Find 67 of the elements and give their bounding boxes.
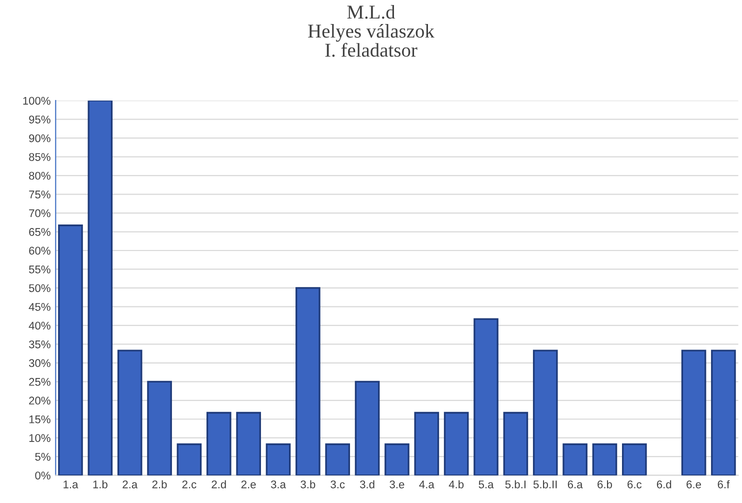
y-tick-label: 20%	[29, 396, 50, 405]
x-tick-label: 3.e	[390, 480, 404, 488]
x-tick-label: 4.b	[448, 480, 464, 488]
bar	[592, 443, 618, 476]
y-tick-label: 65%	[29, 228, 50, 236]
x-tick-label: 2.b	[152, 480, 167, 488]
bar	[444, 412, 469, 476]
bar	[681, 350, 706, 476]
x-tick-label: 6.f	[718, 480, 730, 488]
x-tick-label: 3.a	[270, 480, 286, 488]
y-tick-label: 55%	[28, 266, 50, 274]
bar	[147, 380, 172, 476]
bar	[711, 350, 736, 476]
y-tick-label: 60%	[29, 246, 50, 255]
x-tick-label: 5.a	[478, 480, 494, 488]
bar	[474, 318, 498, 476]
x-tick-label: 2.a	[122, 480, 138, 488]
y-tick-label: 40%	[28, 322, 50, 330]
bar	[325, 443, 350, 476]
x-tick-label: 6.d	[656, 480, 672, 488]
x-tick-label: 6.c	[628, 480, 642, 488]
bar	[88, 100, 113, 476]
x-tick-label: 2.d	[212, 480, 226, 488]
x-tick-label: 2.e	[241, 480, 256, 488]
y-tick-label: 95%	[29, 116, 50, 124]
bar	[503, 412, 528, 476]
x-tick-label: 6.b	[598, 480, 612, 488]
bar	[58, 224, 83, 476]
bar	[354, 380, 380, 476]
x-tick-label: 1.a	[64, 480, 78, 488]
y-tick-label: 30%	[28, 359, 50, 368]
bar	[296, 287, 320, 476]
y-tick-label: 45%	[28, 303, 50, 311]
x-tick-label: 3.b	[300, 480, 316, 488]
bar	[176, 443, 202, 476]
y-tick-label: 90%	[29, 134, 50, 142]
bar	[117, 350, 142, 476]
bar	[236, 412, 261, 476]
x-tick-label: 2.c	[182, 480, 196, 488]
x-tick-label: 6.a	[568, 480, 583, 488]
y-tick-label: 25%	[29, 378, 50, 386]
y-tick-label: 50%	[28, 284, 50, 292]
y-tick-label: 70%	[29, 209, 50, 218]
bar	[266, 443, 291, 476]
x-tick-label: 4.a	[419, 480, 434, 488]
y-tick-label: 35%	[28, 340, 50, 348]
y-tick-label: 75%	[29, 190, 50, 198]
chart-title: M.L.d Helyes válaszok I. feladatsor	[308, 5, 434, 57]
y-tick-label: 10%	[29, 434, 50, 442]
bar	[562, 443, 588, 476]
bar	[622, 443, 647, 476]
bar	[384, 443, 410, 476]
x-tick-label: 5.b.II	[533, 480, 557, 488]
bar	[532, 350, 558, 476]
y-tick-label: 80%	[29, 172, 50, 180]
x-tick-label: 1.b	[93, 480, 108, 488]
y-tick-label: 0%	[35, 472, 50, 480]
y-tick-label: 85%	[29, 153, 50, 161]
x-tick-label: 6.e	[686, 480, 701, 488]
y-tick-label: 15%	[29, 415, 50, 424]
y-tick-label: 100%	[23, 96, 50, 105]
x-tick-label: 5.b.I	[505, 480, 526, 488]
bar	[206, 412, 232, 476]
x-tick-label: 3.d	[360, 480, 374, 488]
y-tick-label: 5%	[35, 452, 50, 461]
x-tick-label: 3.c	[330, 480, 345, 488]
bar	[414, 412, 440, 476]
